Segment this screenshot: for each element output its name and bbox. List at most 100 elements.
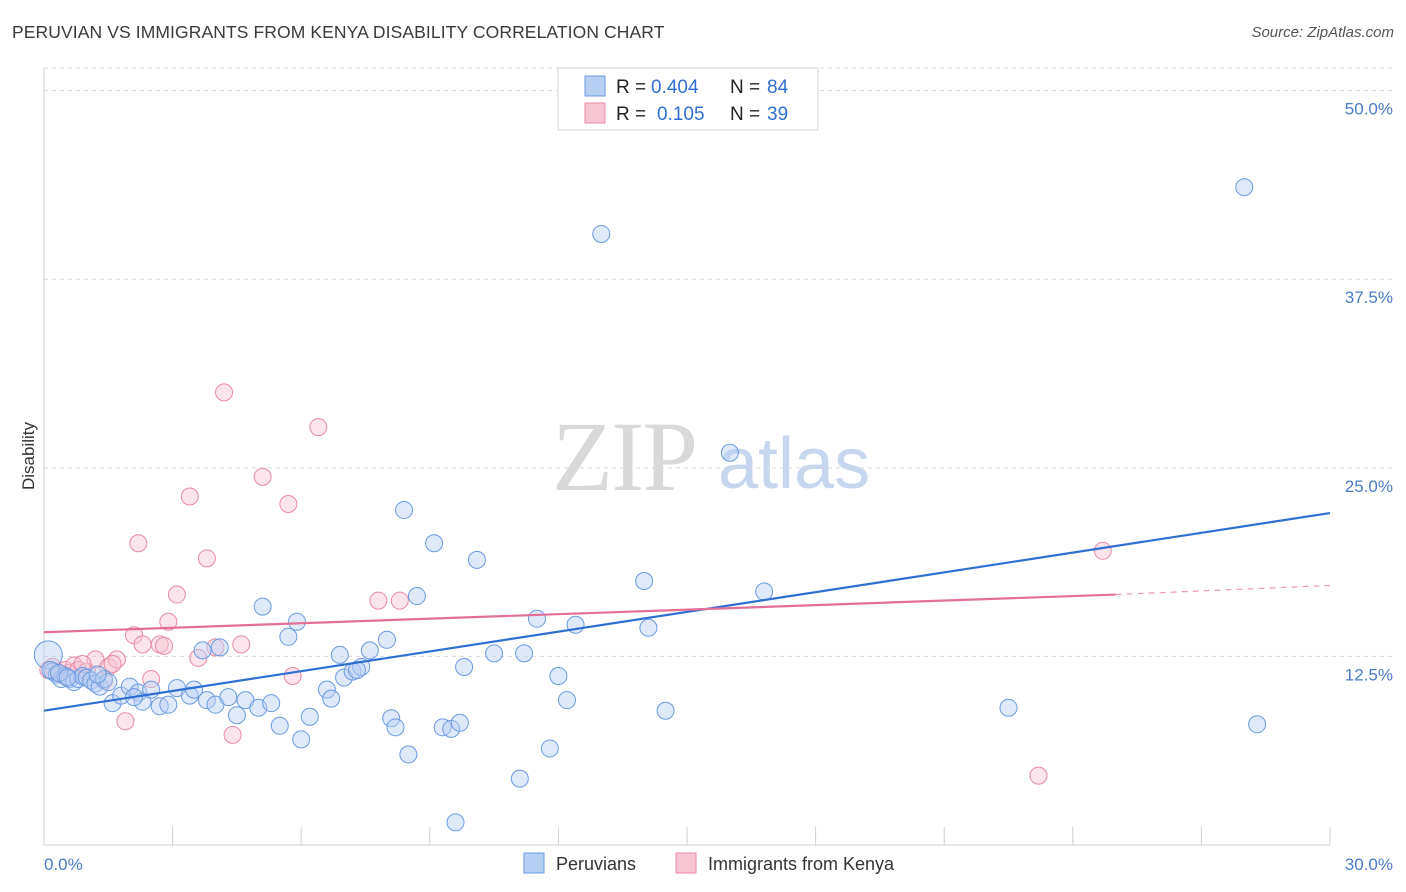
peruvian-point [219,688,238,707]
correlation-legend: R = 0.404 N = 84 R = 0.105 N = 39 [557,67,819,131]
peruvian-point [720,443,739,462]
x-tick-label-max: 30.0% [1345,855,1393,874]
chart-title: PERUVIAN VS IMMIGRANTS FROM KENYA DISABI… [12,22,665,42]
peruvian-point [287,612,306,631]
peruvian-points [33,178,1267,832]
bottom-legend-kenya: Immigrants from Kenya [708,854,895,874]
watermark-zip: ZIP [552,401,696,512]
peruvian-point [446,813,465,832]
peruvian-point [592,224,611,243]
peruvian-point [999,698,1018,717]
trend-lines [43,511,1331,712]
peruvian-point [317,680,336,699]
peruvian-point [557,691,576,710]
kenya-point [253,467,272,486]
kenya-point [283,667,302,686]
series-legend: Peruvians Immigrants from Kenya [523,852,895,874]
kenya-point [279,495,298,514]
peruvian-point [159,695,178,714]
bottom-legend-swatch-peruvians [523,852,545,874]
peruvian-point [197,691,216,710]
kenya-point [232,635,251,654]
legend-swatch-peruvians [584,75,606,97]
bottom-legend-peruvians: Peruvians [556,854,636,874]
kenya-point [142,670,161,689]
peruvian-point [253,597,272,616]
y-tick-label: 37.5% [1345,288,1393,307]
peruvian-point [467,550,486,569]
peruvian-point [322,689,341,708]
legend-r-value-1: 0.404 [651,77,699,98]
peruvian-point [88,665,107,684]
bottom-legend-swatch-kenya [675,852,697,874]
peruvian-point [755,582,774,601]
legend-swatch-kenya [584,102,606,124]
peruvian-point [300,707,319,726]
kenya-trend-extension [1115,584,1331,596]
peruvian-point [455,657,474,676]
peruvian-point [210,638,229,657]
kenya-point [116,712,135,731]
kenya-point [155,636,174,655]
x-tick-label-min: 0.0% [44,855,83,874]
peruvian-point [227,706,246,725]
peruvian-point [399,745,418,764]
peruvian-point [360,641,379,660]
peruvian-point [395,501,414,520]
kenya-point [369,591,388,610]
kenya-point [159,612,178,631]
peruvian-point [635,571,654,590]
peruvian-point [262,694,281,713]
peruvian-point [450,713,469,732]
peruvian-point [656,701,675,720]
legend-n-label-2: N = [730,104,760,125]
peruvian-point [1235,178,1254,197]
peruvian-point [50,664,69,683]
kenya-point [223,725,242,744]
kenya-trend-line [43,593,1116,634]
peruvian-point [33,640,63,670]
legend-r-value-2: 0.105 [657,104,705,125]
peruvian-point [270,716,289,735]
kenya-point [1029,766,1048,785]
peruvian-point [515,644,534,663]
kenya-point [197,549,216,568]
legend-n-value-2: 39 [767,104,788,125]
peruvian-point [330,645,349,664]
kenya-point [129,534,148,553]
peruvian-point [1248,715,1267,734]
peruvian-point [527,609,546,628]
peruvian-point [639,618,658,637]
peruvian-point [377,630,396,649]
peruvian-point [485,644,504,663]
peruvian-point [386,718,405,737]
y-tick-label: 25.0% [1345,477,1393,496]
y-tick-label: 50.0% [1345,100,1393,119]
legend-r-label-2: R = [616,104,646,125]
peruvian-point [549,667,568,686]
kenya-point [215,383,234,402]
kenya-point [390,591,409,610]
kenya-point [167,585,186,604]
peruvian-point [425,534,444,553]
kenya-point [180,487,199,506]
peruvian-point [510,769,529,788]
watermark: ZIP atlas [552,401,870,512]
kenya-point [309,418,328,437]
peruvian-point [193,641,212,660]
legend-n-value-1: 84 [767,77,789,98]
peruvian-point [540,739,559,758]
peruvian-trend-line [43,511,1331,712]
peruvian-point [292,730,311,749]
legend-n-label-1: N = [730,77,760,98]
kenya-point [1093,541,1112,560]
peruvian-point [58,668,77,687]
y-axis-label: Disability [19,421,38,490]
peruvian-point [347,660,366,679]
peruvian-point [382,709,401,728]
peruvian-point [407,587,426,606]
peruvian-point [99,673,118,692]
y-tick-label: 12.5% [1345,665,1393,684]
kenya-point [133,635,152,654]
